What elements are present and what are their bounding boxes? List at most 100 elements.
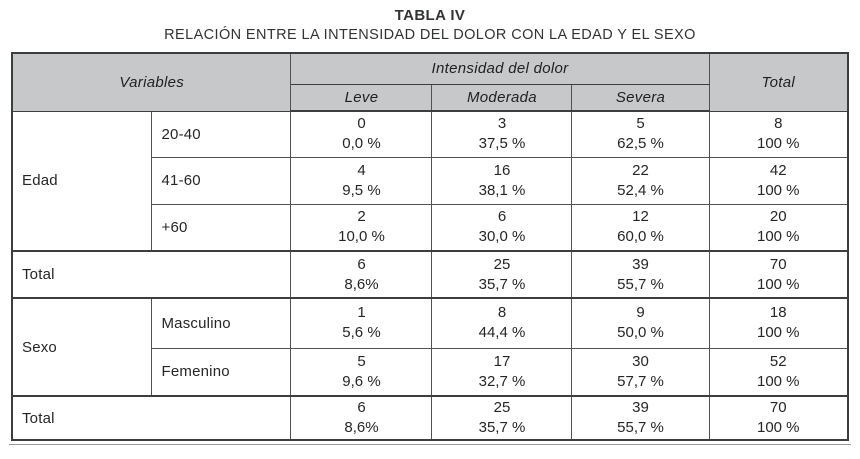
percent-value: 38,1 % (478, 181, 526, 199)
cell-total-sexo-moderada: 25 35,7 % (431, 395, 573, 441)
cell-total-edad-total: 70 100 % (708, 250, 849, 299)
row-label-41-60: 41-60 (151, 156, 292, 205)
cell-edad-60-moderada: 6 30,0 % (431, 203, 573, 252)
percent-value: 8,6% (344, 275, 379, 293)
header-intensidad-del-dolor: Intensidad del dolor (290, 52, 710, 85)
percent-value: 100 % (756, 372, 800, 390)
percent-value: 30,0 % (478, 228, 526, 246)
count-value: 18 (769, 304, 787, 322)
percent-value: 60,0 % (617, 228, 664, 246)
count-value: 5 (636, 115, 645, 133)
percent-value: 0,0 % (342, 135, 381, 153)
header-variables: Variables (11, 52, 292, 112)
count-value: 25 (493, 255, 511, 273)
percent-value: 50,0 % (617, 324, 664, 342)
percent-value: 37,5 % (478, 135, 526, 153)
count-value: 30 (632, 352, 649, 370)
percent-value: 100 % (756, 135, 800, 152)
cell-edad-20-40-total: 8 100 % (708, 110, 849, 158)
cell-sexo-femenino-total: 52 100 % (708, 347, 849, 397)
count-value: 12 (632, 208, 649, 226)
percent-value: 9,5 % (342, 181, 381, 199)
count-value: 9 (636, 304, 645, 322)
group-label-edad: Edad (11, 110, 153, 252)
cell-edad-60-leve: 2 10,0 % (290, 203, 433, 252)
row-label-plus-60: +60 (151, 203, 292, 252)
count-value: 5 (357, 352, 366, 370)
cell-edad-60-severa: 12 60,0 % (571, 203, 710, 252)
cell-sexo-masculino-moderada: 8 44,4 % (431, 297, 573, 349)
count-value: 1 (357, 304, 366, 322)
count-value: 6 (497, 208, 507, 226)
cell-edad-41-60-moderada: 16 38,1 % (431, 156, 573, 205)
data-table: Variables Intensidad del dolor Total Lev… (10, 52, 850, 441)
table-row: Femenino 5 9,6 % 17 32,7 % 30 57,7 % 52 … (12, 347, 849, 397)
percent-value: 100 % (756, 228, 800, 246)
cell-sexo-femenino-moderada: 17 32,7 % (431, 347, 573, 397)
count-value: 0 (357, 115, 366, 133)
count-value: 39 (632, 399, 649, 416)
cell-sexo-masculino-total: 18 100 % (708, 297, 849, 349)
count-value: 2 (357, 208, 366, 226)
count-value: 39 (632, 255, 649, 273)
page: TABLA IV RELACIÓN ENTRE LA INTENSIDAD DE… (9, 7, 851, 445)
percent-value: 52,4 % (617, 181, 664, 199)
row-label-masculino: Masculino (151, 297, 292, 349)
row-label-total-edad: Total (11, 250, 292, 299)
cell-sexo-masculino-leve: 1 5,6 % (290, 297, 433, 349)
header-severa: Severa (571, 83, 710, 112)
percent-value: 10,0 % (338, 228, 385, 246)
cell-edad-41-60-severa: 22 52,4 % (571, 156, 710, 205)
count-value: 70 (769, 399, 787, 416)
percent-value: 8,6% (344, 419, 379, 436)
table-subtitle: RELACIÓN ENTRE LA INTENSIDAD DEL DOLOR C… (164, 27, 696, 43)
table-row: Sexo Masculino 1 5,6 % 8 44,4 % 9 50,0 %… (11, 297, 849, 397)
count-value: 70 (769, 255, 787, 273)
percent-value: 62,5 % (617, 135, 664, 153)
header-total: Total (708, 52, 849, 112)
count-value: 22 (632, 161, 649, 179)
cell-edad-41-60-total: 42 100 % (708, 156, 849, 205)
cell-sexo-masculino-severa: 9 50,0 % (571, 297, 710, 349)
percent-value: 100 % (756, 324, 800, 342)
cell-total-edad-moderada: 25 35,7 % (431, 250, 573, 299)
count-value: 3 (497, 115, 507, 133)
count-value: 4 (357, 161, 366, 179)
count-value: 17 (493, 352, 511, 370)
table-row-total-sexo: Total 6 8,6% 25 35,7 % 39 55,7 % 70 100 … (11, 395, 849, 441)
row-label-20-40: 20-40 (151, 110, 292, 158)
count-value: 20 (769, 208, 787, 226)
table-row: +60 2 10,0 % 6 30,0 % 12 60,0 % 20 100 % (12, 203, 849, 252)
percent-value: 100 % (756, 419, 800, 436)
cell-total-sexo-severa: 39 55,7 % (571, 395, 710, 441)
count-value: 6 (357, 255, 366, 273)
count-value: 16 (493, 161, 511, 179)
percent-value: 55,7 % (617, 419, 664, 436)
table-row-total-edad: Total 6 8,6% 25 35,7 % 39 55,7 % 70 100 … (11, 250, 849, 299)
header-leve: Leve (290, 83, 433, 112)
table-title: TABLA IV (394, 7, 466, 24)
percent-value: 44,4 % (478, 324, 526, 342)
percent-value: 32,7 % (478, 372, 526, 390)
cell-edad-20-40-moderada: 3 37,5 % (431, 110, 573, 158)
table-row: 41-60 4 9,5 % 16 38,1 % 22 52,4 % 42 100… (12, 156, 849, 205)
count-value: 8 (774, 115, 783, 132)
percent-value: 57,7 % (617, 372, 664, 390)
percent-value: 55,7 % (617, 275, 664, 293)
percent-value: 5,6 % (342, 324, 381, 342)
cell-total-sexo-total: 70 100 % (708, 395, 849, 441)
group-label-sexo: Sexo (11, 297, 153, 397)
count-value: 6 (357, 399, 366, 416)
cell-edad-60-total: 20 100 % (708, 203, 849, 252)
cell-total-edad-severa: 39 55,7 % (571, 250, 710, 299)
count-value: 42 (769, 161, 787, 179)
percent-value: 35,7 % (478, 419, 526, 436)
percent-value: 35,7 % (478, 275, 526, 293)
count-value: 25 (493, 399, 511, 416)
percent-value: 100 % (756, 275, 800, 293)
cell-sexo-femenino-severa: 30 57,7 % (571, 347, 710, 397)
cell-edad-41-60-leve: 4 9,5 % (290, 156, 433, 205)
row-label-total-sexo: Total (11, 395, 292, 441)
cell-total-edad-leve: 6 8,6% (290, 250, 433, 299)
percent-value: 100 % (756, 181, 800, 199)
